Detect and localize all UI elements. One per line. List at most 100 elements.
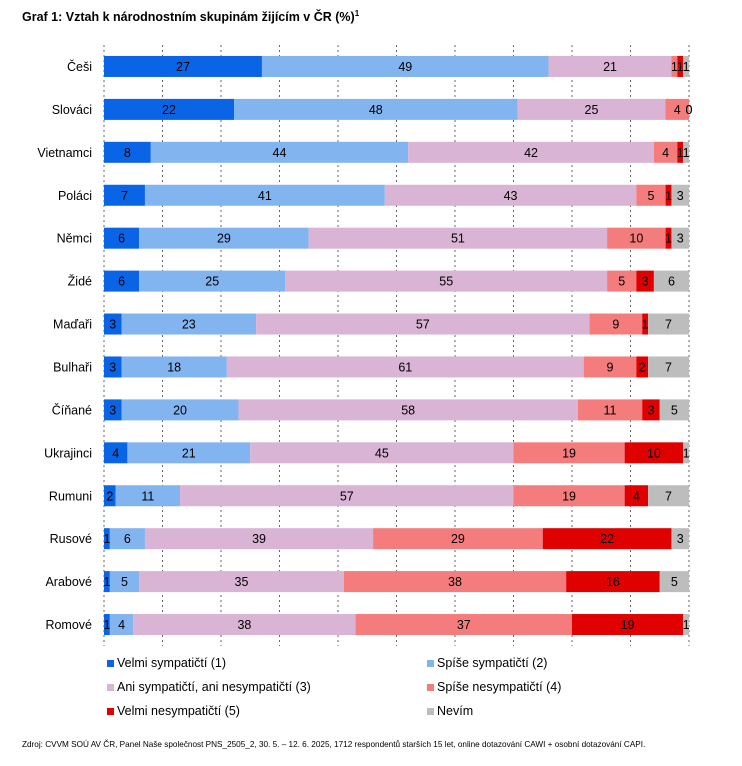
data-label: 1: [642, 318, 649, 332]
data-label: 3: [109, 360, 116, 374]
bar-segment: [513, 485, 625, 507]
data-label: 3: [647, 403, 654, 417]
data-label: 1: [677, 60, 684, 74]
data-label: 1: [103, 618, 110, 632]
bar-segment: [513, 442, 625, 464]
category-label: Vietnamci: [37, 146, 92, 160]
bar-segment: [308, 227, 608, 249]
bar-segment: [285, 270, 608, 292]
source-note: Zdroj: CVVM SOÚ AV ČR, Panel Naše společ…: [22, 740, 646, 749]
data-label: 57: [340, 489, 354, 503]
bar-segment: [104, 442, 128, 464]
category-label: Romové: [45, 618, 92, 632]
legend-item: Ani sympatičtí, ani nesympatičtí (3): [107, 680, 311, 694]
data-label: 29: [217, 232, 231, 246]
bar-segment: [542, 528, 672, 550]
data-label: 3: [642, 275, 649, 289]
bar-segment: [577, 399, 643, 421]
legend-item: Nevím: [427, 704, 473, 718]
bar-segment: [683, 442, 689, 464]
data-label: 27: [176, 60, 190, 74]
bar-segment: [109, 614, 134, 636]
data-label: 6: [124, 532, 131, 546]
category-label: Slováci: [52, 103, 92, 117]
data-label: 5: [671, 575, 678, 589]
bar-segment: [665, 227, 672, 249]
data-label: 38: [237, 618, 251, 632]
bar-segment: [677, 141, 684, 163]
data-label: 3: [677, 189, 684, 203]
legend-item: Spíše sympatičtí (2): [427, 656, 547, 670]
data-label: 4: [633, 489, 640, 503]
bar-segment: [665, 184, 672, 206]
bar-segment: [408, 141, 654, 163]
bar-segment: [261, 55, 549, 77]
data-label: 3: [109, 318, 116, 332]
data-label: 7: [665, 489, 672, 503]
data-label: 1: [683, 446, 690, 460]
bar-segment: [636, 270, 654, 292]
bar-segment: [104, 98, 234, 120]
bar-segment: [384, 184, 637, 206]
data-label: 0: [686, 103, 693, 117]
data-label: 9: [607, 360, 614, 374]
data-label: 1: [683, 618, 690, 632]
data-label: 42: [524, 146, 538, 160]
legend-swatch: [107, 707, 114, 715]
bar-segment: [104, 313, 122, 335]
data-label: 23: [182, 318, 196, 332]
bar-segment: [648, 485, 689, 507]
bar-segment: [250, 442, 514, 464]
data-label: 5: [618, 275, 625, 289]
data-label: 1: [683, 146, 690, 160]
bar-segment: [677, 55, 684, 77]
bar-segment: [109, 528, 145, 550]
legend-label: Velmi nesympatičtí (5): [117, 704, 240, 718]
bar-segment: [104, 485, 116, 507]
bar-segment: [583, 356, 637, 378]
legend-swatch: [427, 707, 434, 715]
bar-segment: [624, 442, 684, 464]
data-label: 29: [451, 532, 465, 546]
bar-segment: [624, 485, 649, 507]
bar-segment: [104, 270, 140, 292]
data-label: 5: [671, 403, 678, 417]
bar-segment: [517, 98, 666, 120]
data-label: 1: [671, 60, 678, 74]
data-label: 3: [677, 532, 684, 546]
bar-segment: [127, 442, 251, 464]
data-label: 48: [369, 103, 383, 117]
data-label: 25: [585, 103, 599, 117]
bar-segment: [683, 614, 689, 636]
legend-label: Spíše nesympatičtí (4): [437, 680, 562, 694]
data-label: 11: [141, 489, 154, 503]
bar-segment: [566, 571, 660, 593]
bar-segment: [234, 98, 518, 120]
data-label: 11: [604, 403, 617, 417]
data-label: 25: [205, 275, 219, 289]
data-label: 55: [439, 275, 453, 289]
data-label: 2: [106, 489, 113, 503]
bar-segment: [659, 571, 689, 593]
data-label: 3: [109, 403, 116, 417]
data-label: 10: [629, 232, 643, 246]
bar-segment: [607, 227, 666, 249]
data-label: 21: [182, 446, 196, 460]
legend-label: Ani sympatičtí, ani nesympatičtí (3): [117, 680, 311, 694]
data-label: 10: [647, 446, 661, 460]
data-label: 0: [686, 103, 693, 117]
bar-segment: [683, 141, 689, 163]
bar-segment: [648, 356, 689, 378]
bar-segment: [683, 55, 689, 77]
category-label: Rumuni: [49, 489, 92, 503]
bar-segment: [139, 270, 286, 292]
bar-segment: [115, 485, 181, 507]
bar-segment: [180, 485, 514, 507]
data-label: 58: [401, 403, 415, 417]
bar-segment: [642, 313, 649, 335]
data-label: 44: [273, 146, 287, 160]
bar-segment: [144, 528, 374, 550]
data-label: 43: [504, 189, 518, 203]
data-label: 2: [639, 360, 646, 374]
